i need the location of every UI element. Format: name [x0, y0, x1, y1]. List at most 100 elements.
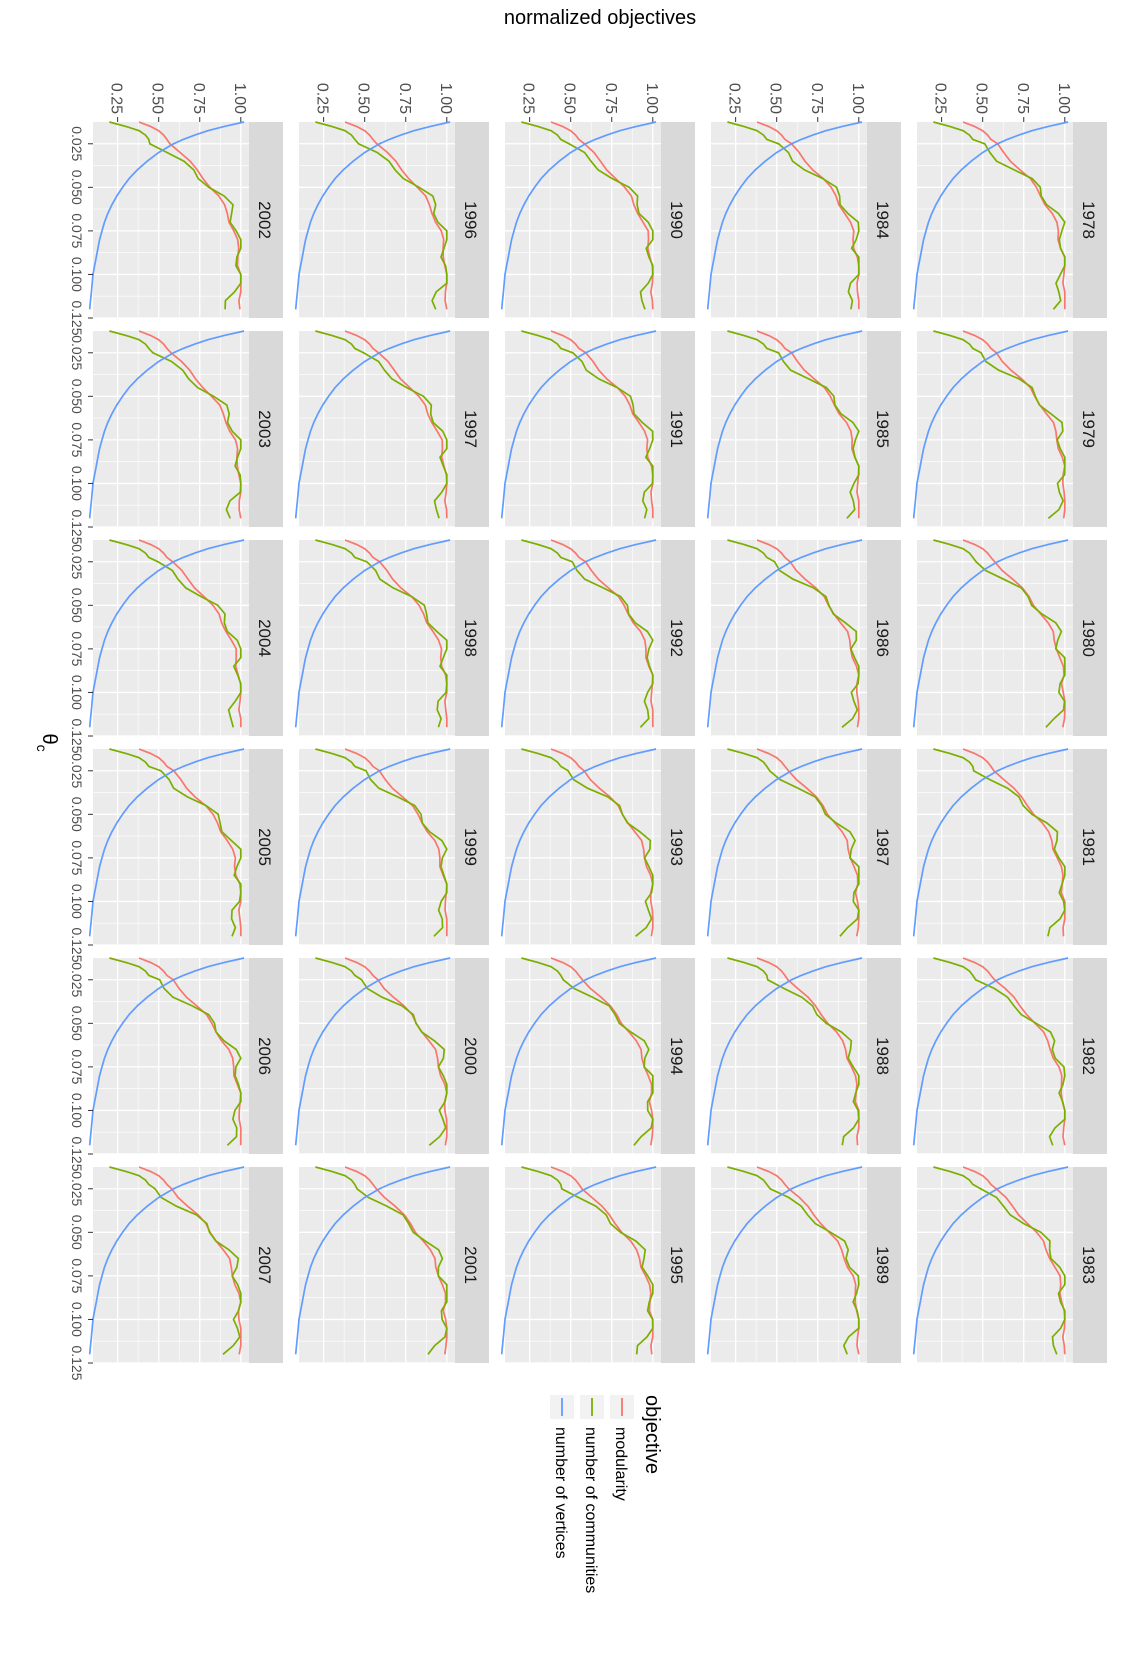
- panel-background: [299, 958, 455, 1154]
- y-tick-label: 0.50: [767, 83, 784, 114]
- x-tick-label: 0.075: [69, 840, 85, 875]
- facet-strip-label: 1995: [667, 1246, 686, 1284]
- facet-strip: [1073, 331, 1107, 527]
- facet-panel: 1985: [706, 330, 901, 528]
- series-line: [706, 957, 863, 1146]
- rotated-plot-group: 1978 0.25 0.50 0.75 1.00 1979 1980 1981 1982 1983…: [34, 7, 1107, 1593]
- facet-strip-label: 1983: [1079, 1246, 1098, 1284]
- x-tick-label: 0.075: [69, 1258, 85, 1293]
- facet-strip: [455, 540, 489, 736]
- x-tick-label: 0.050: [69, 588, 85, 623]
- facet-strip-label: 2007: [255, 1246, 274, 1284]
- x-tick-label: 0.125: [69, 300, 85, 335]
- facet-panel: 1996 0.25 0.50 0.75 1.00: [294, 83, 489, 319]
- facet-strip-label: 1986: [873, 619, 892, 657]
- series-line: [756, 330, 860, 519]
- facet-strip: [661, 122, 695, 318]
- x-tick-label: 0.075: [69, 1049, 85, 1084]
- facet-panel: 1994: [500, 957, 695, 1155]
- panel-background: [711, 331, 867, 527]
- facet-strip-label: 1981: [1079, 828, 1098, 866]
- facet-strip: [249, 1167, 283, 1363]
- series-line: [912, 330, 1069, 519]
- x-tick-label: 0.075: [69, 213, 85, 248]
- series-line: [500, 957, 657, 1146]
- series-line: [138, 748, 242, 937]
- series-line: [933, 121, 1066, 310]
- series-line: [109, 121, 242, 310]
- series-line: [521, 121, 654, 310]
- legend-label: number of communities: [582, 1427, 599, 1593]
- facet-strip-label: 1998: [461, 619, 480, 657]
- facet-strip: [867, 540, 901, 736]
- series-line: [138, 1166, 242, 1355]
- x-tick-label: 0.100: [69, 1093, 85, 1128]
- x-tick-label: 0.075: [69, 422, 85, 457]
- x-tick-label: 0.025: [69, 544, 85, 579]
- series-line: [912, 957, 1069, 1146]
- x-axis-label-main: θ: [38, 733, 60, 744]
- series-line: [962, 748, 1066, 937]
- facet-strip-label: 1993: [667, 828, 686, 866]
- y-tick-label: 1.00: [231, 83, 248, 114]
- facet-panel: 1995: [500, 1166, 695, 1364]
- series-line: [294, 957, 451, 1146]
- series-line: [344, 957, 448, 1146]
- facet-strip: [249, 331, 283, 527]
- series-line: [912, 748, 1069, 937]
- series-line: [521, 1166, 654, 1355]
- facet-strip-label: 1992: [667, 619, 686, 657]
- panel-background: [711, 540, 867, 736]
- facet-panel: 1986: [706, 539, 901, 737]
- series-line: [500, 539, 657, 728]
- panel-background: [299, 331, 455, 527]
- series-line: [727, 1166, 860, 1355]
- y-tick-label: 0.75: [396, 83, 413, 114]
- facet-strip: [661, 1167, 695, 1363]
- series-line: [500, 1166, 657, 1355]
- facet-strip-label: 1982: [1079, 1037, 1098, 1075]
- facet-strip: [455, 331, 489, 527]
- y-tick-label: 0.50: [355, 83, 372, 114]
- panel-background: [917, 958, 1073, 1154]
- x-tick-label: 0.125: [69, 509, 85, 544]
- panel-background: [93, 331, 249, 527]
- facet-strip-label: 2003: [255, 410, 274, 448]
- facet-strip: [867, 1167, 901, 1363]
- series-line: [109, 748, 242, 937]
- series-line: [706, 121, 863, 310]
- facet-panel: 1983: [912, 1166, 1107, 1364]
- panel-background: [711, 958, 867, 1154]
- series-line: [315, 748, 448, 937]
- y-tick-label: 0.25: [932, 83, 949, 114]
- series-line: [962, 539, 1066, 728]
- facet-strip-label: 1994: [667, 1037, 686, 1075]
- series-line: [933, 1166, 1066, 1355]
- facet-strip-label: 1980: [1079, 619, 1098, 657]
- facet-strip-label: 1979: [1079, 410, 1098, 448]
- x-tick-label: 0.100: [69, 257, 85, 292]
- panel-background: [93, 540, 249, 736]
- legend-label: modularity: [612, 1427, 629, 1501]
- facet-strip: [249, 122, 283, 318]
- facet-panel: 2004 0.025 0.050 0.075 0.100 0.125: [69, 539, 283, 754]
- series-line: [315, 121, 448, 310]
- series-line: [706, 539, 863, 728]
- series-line: [727, 748, 860, 937]
- facet-panel: 2003 0.025 0.050 0.075 0.100 0.125: [69, 330, 283, 545]
- panel-background: [505, 122, 661, 318]
- facet-panel: 1979: [912, 330, 1107, 528]
- facet-panel: 1988: [706, 957, 901, 1155]
- series-line: [727, 539, 860, 728]
- series-line: [706, 330, 863, 519]
- facet-strip: [455, 1167, 489, 1363]
- x-tick-label: 0.100: [69, 1302, 85, 1337]
- series-line: [315, 330, 448, 519]
- facet-panel: 1980: [912, 539, 1107, 737]
- series-line: [550, 539, 654, 728]
- x-tick-label: 0.125: [69, 927, 85, 962]
- y-tick-label: 0.25: [314, 83, 331, 114]
- panel-background: [917, 540, 1073, 736]
